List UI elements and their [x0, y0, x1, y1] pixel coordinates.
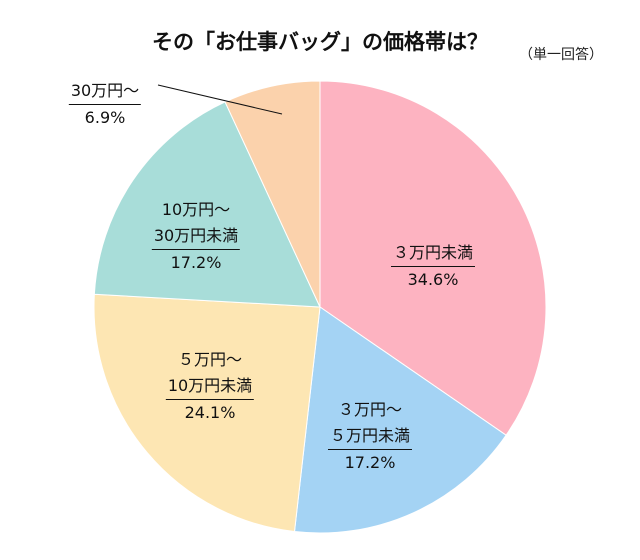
pie-slice	[293, 306, 507, 534]
slice-category-line: 10万円〜	[161, 200, 231, 219]
slice-value: 24.1%	[184, 403, 236, 422]
slice-category: 10万円〜 30万円未満	[151, 197, 241, 250]
slice-value: 17.2%	[170, 253, 222, 272]
slice-value: 17.2%	[344, 453, 396, 472]
slice-category-line: ３万円〜	[337, 400, 403, 419]
pie-slice	[224, 80, 321, 308]
slice-category-line: ５万円未満	[329, 426, 411, 445]
pie-slice	[93, 101, 321, 308]
pie-slice	[319, 80, 547, 436]
pie-slice	[93, 293, 321, 533]
slice-category: 30万円〜	[68, 78, 142, 105]
slice-category-line: ３万円未満	[392, 243, 474, 262]
slice-category-line: 10万円未満	[167, 376, 253, 395]
slice-category: ３万円未満	[390, 240, 476, 267]
slice-value: 34.6%	[407, 270, 459, 289]
chart-title: その「お仕事バッグ」の価格帯は？	[152, 30, 488, 54]
slice-value: 6.9%	[84, 108, 126, 127]
slice-category-line: 30万円〜	[70, 81, 140, 100]
slice-label: ５万円〜 10万円未満 24.1%	[165, 347, 255, 426]
chart-subtitle: （単一回答）	[519, 47, 603, 63]
slice-label: 30万円〜 6.9%	[68, 78, 142, 131]
slice-category: ３万円〜 ５万円未満	[327, 397, 413, 450]
leader-line	[157, 84, 283, 115]
slice-label: 10万円〜 30万円未満 17.2%	[151, 197, 241, 276]
slice-label: ３万円〜 ５万円未満 17.2%	[327, 397, 413, 476]
slice-category-line: ５万円〜	[177, 350, 242, 369]
slice-label: ３万円未満 34.6%	[390, 240, 476, 293]
slice-category-line: 30万円未満	[153, 226, 239, 245]
slice-category: ５万円〜 10万円未満	[165, 347, 255, 400]
